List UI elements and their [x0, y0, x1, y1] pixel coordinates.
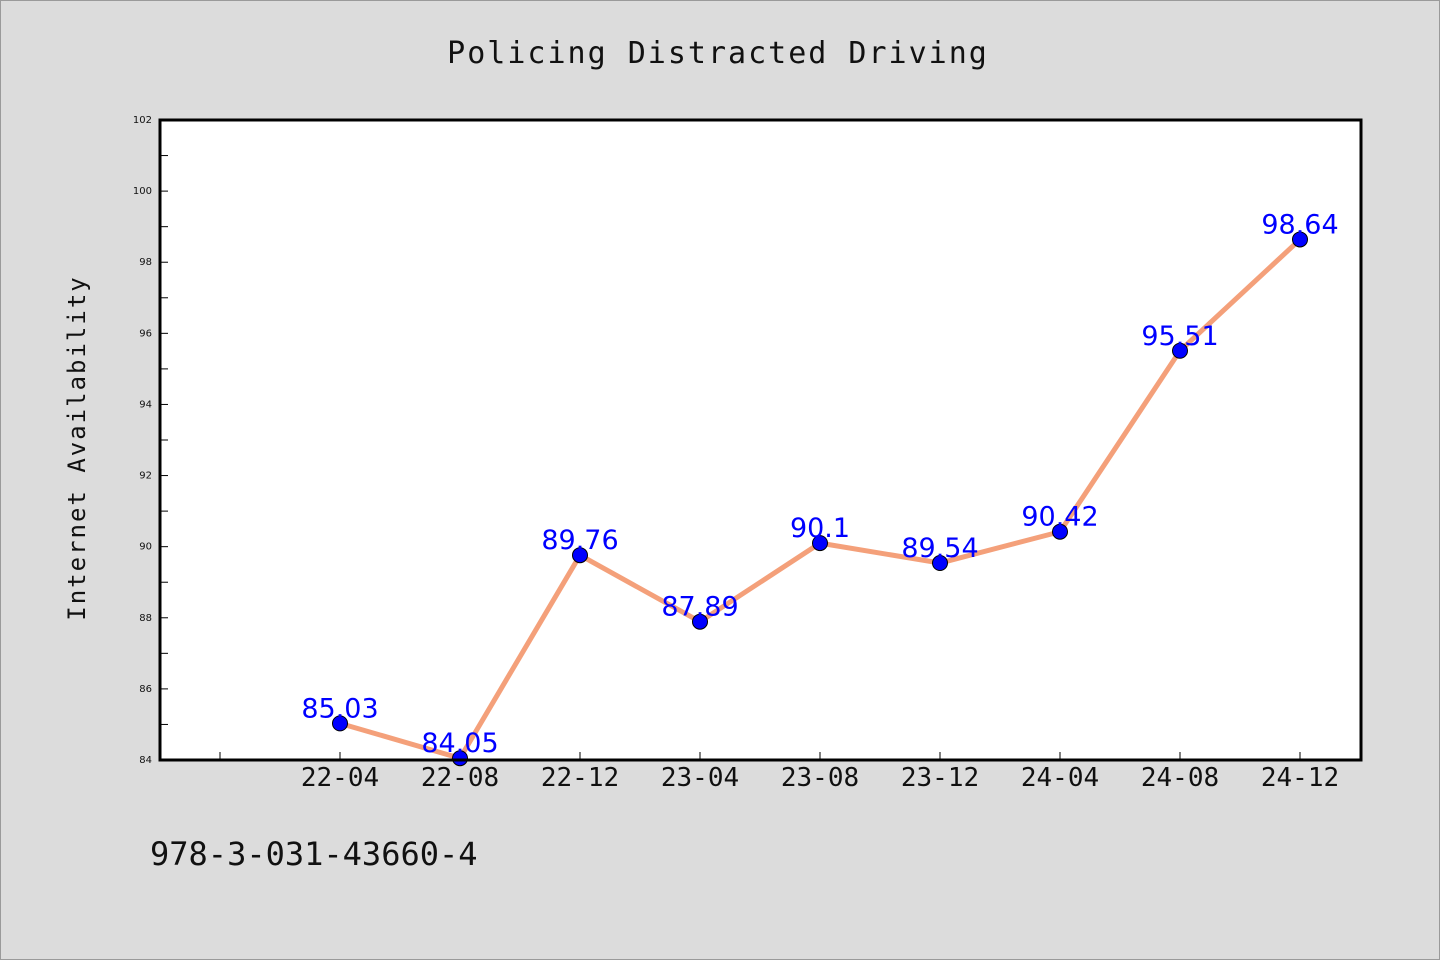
- y-tick-label: 84: [139, 755, 152, 766]
- x-tick-label: 24-04: [1021, 763, 1099, 793]
- y-tick-label: 92: [139, 471, 152, 482]
- data-label: 90.42: [1021, 502, 1098, 533]
- x-tick-label: 24-08: [1141, 763, 1219, 793]
- data-point: [1292, 231, 1308, 248]
- x-tick-label: 22-08: [421, 763, 499, 793]
- data-point: [572, 547, 588, 564]
- x-tick-label: 22-04: [301, 763, 379, 793]
- marker-group: [332, 231, 1308, 767]
- data-label: 95.51: [1141, 321, 1218, 352]
- x-tick-label: 23-12: [901, 763, 979, 793]
- data-label: 84.05: [421, 728, 498, 759]
- data-point: [692, 613, 708, 630]
- y-tick-label: 90: [139, 542, 152, 553]
- x-tick-label: 23-08: [781, 763, 859, 793]
- data-point: [1052, 523, 1068, 540]
- chart-title: Policing Distracted Driving: [447, 36, 989, 71]
- data-label: 98.64: [1261, 209, 1338, 240]
- y-tick-label: 88: [139, 613, 152, 624]
- data-point: [932, 555, 948, 572]
- y-tick-label: 102: [133, 115, 152, 126]
- data-label: 85.03: [301, 693, 378, 724]
- data-label-group: 85.03 84.05 89.76 87.89 90.1 89.54 90.42 95.51 9…: [301, 209, 1338, 759]
- y-tick-label: 98: [139, 257, 152, 268]
- y-tick-label: 96: [139, 328, 152, 339]
- footer-isbn: 978-3-031-43660-4: [150, 835, 478, 873]
- data-point: [332, 715, 348, 732]
- data-point: [452, 750, 468, 767]
- data-label: 89.76: [541, 525, 618, 556]
- axis-ticks: 84 86 88 90 92 94 96 98 100 102 22-04 22-08 22-12 23-…: [133, 115, 1339, 793]
- data-point: [1172, 342, 1188, 359]
- y-tick-label: 94: [139, 399, 152, 410]
- data-label: 87.89: [661, 592, 738, 623]
- data-label: 89.54: [901, 533, 978, 564]
- plot-area: [160, 120, 1361, 760]
- data-point: [812, 535, 828, 552]
- x-tick-label: 23-04: [661, 763, 739, 793]
- data-label: 90.1: [790, 513, 850, 544]
- y-tick-label: 100: [133, 186, 152, 197]
- y-axis-label: Internet Availability: [63, 275, 91, 620]
- y-tick-label: 86: [139, 684, 152, 695]
- x-tick-label: 24-12: [1261, 763, 1339, 793]
- plot-border: [158, 118, 1363, 762]
- x-tick-label: 22-12: [541, 763, 619, 793]
